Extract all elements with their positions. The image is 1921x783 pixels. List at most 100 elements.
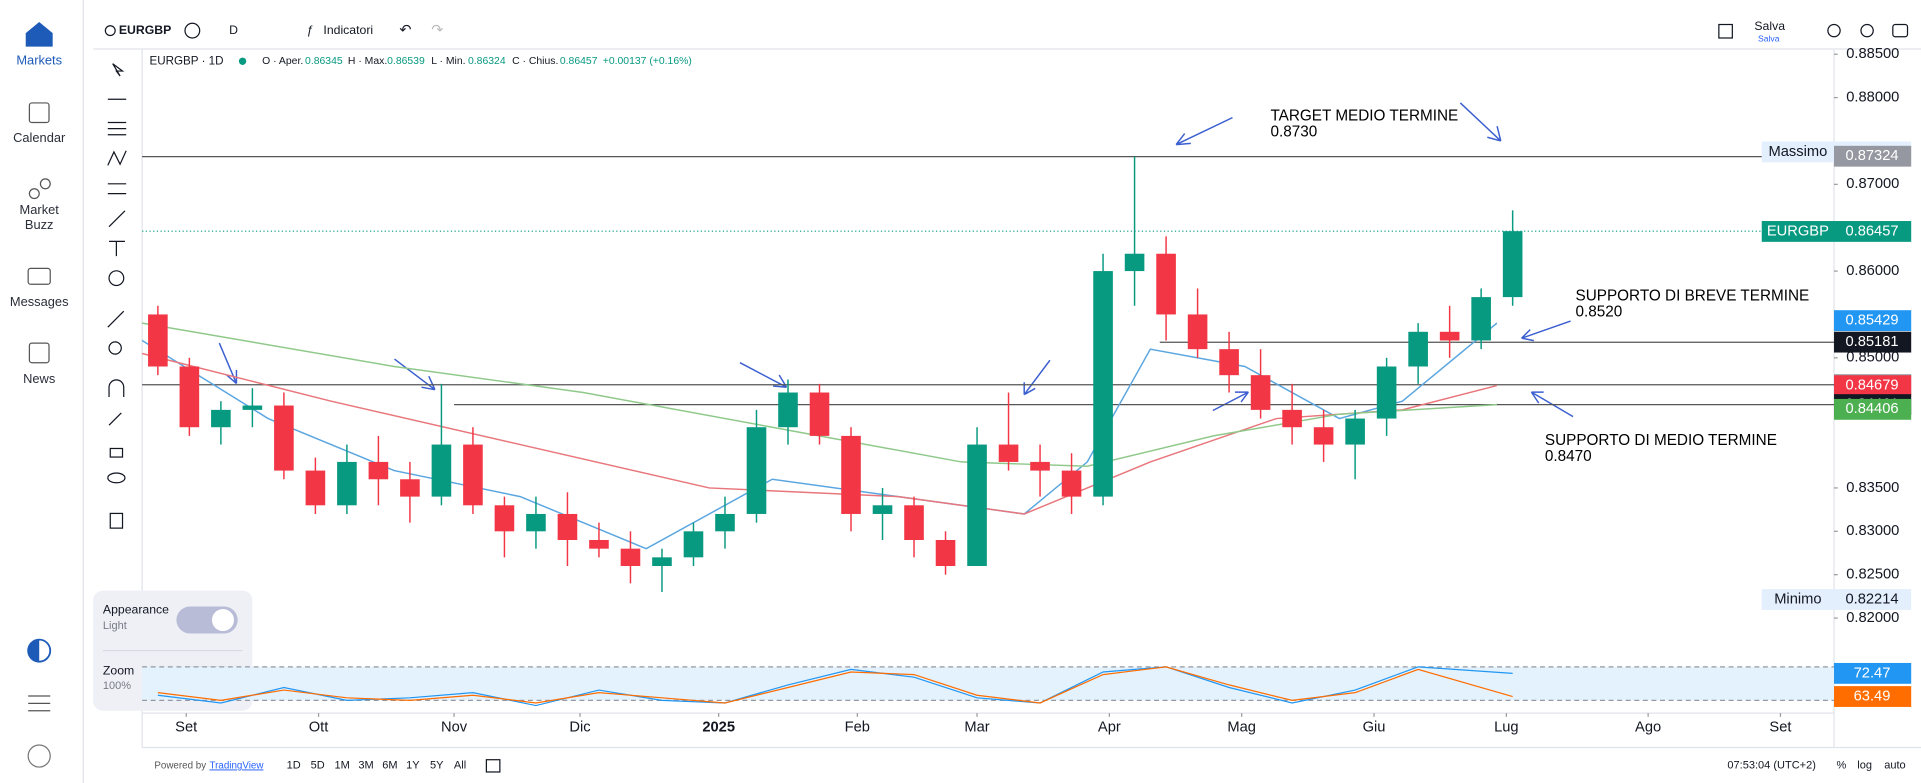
candle-body bbox=[1219, 349, 1239, 376]
candle-body bbox=[778, 392, 798, 428]
candle-body bbox=[557, 513, 578, 540]
log-toggle[interactable]: log bbox=[1857, 760, 1872, 772]
tool-brush[interactable] bbox=[108, 210, 126, 228]
pct-toggle[interactable]: % bbox=[1836, 760, 1846, 772]
candle-body bbox=[494, 505, 515, 532]
tool-fib[interactable] bbox=[107, 121, 127, 136]
range-buttons: 1D 5D 1M 3M 6M 1Y 5Y All bbox=[287, 760, 466, 772]
candle-body bbox=[305, 470, 326, 506]
price-label: 0.82214 bbox=[1845, 591, 1898, 607]
price-label: 0.87324 bbox=[1845, 148, 1898, 164]
nav-buzz[interactable]: Buzz bbox=[25, 217, 54, 232]
save[interactable]: Salva bbox=[1754, 19, 1785, 33]
home-icon[interactable] bbox=[25, 22, 53, 47]
range-button[interactable]: 1D bbox=[287, 760, 301, 772]
appearance-value: Light bbox=[103, 620, 127, 632]
zoom-icon[interactable] bbox=[1827, 23, 1841, 38]
candle-body bbox=[967, 444, 987, 567]
range-button[interactable]: 3M bbox=[358, 760, 373, 772]
sidebar-bg bbox=[0, 0, 84, 783]
candle-body bbox=[904, 505, 924, 540]
messages-icon[interactable] bbox=[27, 267, 51, 285]
x-tick-label: Ott bbox=[309, 720, 329, 736]
x-tick-label: Nov bbox=[441, 720, 468, 736]
buzz-icon[interactable] bbox=[28, 188, 40, 200]
y-tick-label: 0.82500 bbox=[1846, 567, 1899, 583]
symbol[interactable]: EURGBP bbox=[119, 23, 171, 37]
price-badge bbox=[1834, 589, 1912, 610]
nav-calendar[interactable]: Calendar bbox=[13, 130, 66, 145]
tool-cursor[interactable] bbox=[112, 63, 125, 77]
tool-lock[interactable] bbox=[109, 447, 124, 458]
auto-toggle[interactable]: auto bbox=[1884, 760, 1905, 772]
y-tick-label: 0.85000 bbox=[1846, 350, 1899, 366]
nav-news[interactable]: News bbox=[23, 371, 55, 386]
legend-o: O · Aper. bbox=[262, 56, 303, 67]
tool-forecast[interactable] bbox=[107, 183, 127, 195]
price-name: Minimo bbox=[1774, 591, 1821, 607]
tool-emoji[interactable] bbox=[108, 270, 125, 287]
draw-tools bbox=[107, 63, 127, 529]
tool-eye[interactable] bbox=[107, 472, 126, 484]
price-label: 0.85181 bbox=[1845, 334, 1898, 350]
osc-value-badge bbox=[1834, 686, 1912, 707]
nav-buzz[interactable]: Market bbox=[20, 202, 60, 217]
candle-body bbox=[368, 461, 389, 480]
candle-body bbox=[179, 366, 200, 428]
nav-markets[interactable]: Markets bbox=[16, 53, 62, 68]
buzz-icon bbox=[39, 178, 51, 190]
range-button[interactable]: All bbox=[454, 760, 466, 772]
legend-c: C · Chius. bbox=[512, 56, 558, 67]
candle-body bbox=[1502, 231, 1523, 298]
add-icon[interactable] bbox=[184, 22, 201, 39]
search-icon[interactable] bbox=[104, 25, 116, 37]
candle-body bbox=[1471, 297, 1491, 341]
tool-zoom[interactable] bbox=[108, 341, 122, 355]
legend-title: EURGBP · 1D bbox=[149, 54, 223, 67]
annotation: SUPPORTO DI BREVE TERMINE bbox=[1576, 288, 1810, 305]
x-tick-label: Feb bbox=[845, 720, 870, 736]
settings-icon[interactable] bbox=[1860, 23, 1874, 38]
candle-body bbox=[1124, 253, 1145, 272]
range-button[interactable]: 1M bbox=[334, 760, 349, 772]
candle-body bbox=[463, 444, 483, 506]
tool-ruler[interactable] bbox=[107, 310, 125, 328]
settings-icon[interactable] bbox=[28, 695, 51, 712]
calendar-icon[interactable] bbox=[28, 102, 50, 124]
layout-icon[interactable] bbox=[1718, 23, 1733, 39]
help-icon[interactable] bbox=[27, 744, 51, 768]
camera-icon[interactable] bbox=[1892, 23, 1909, 38]
legend-h: H · Max. bbox=[348, 56, 387, 67]
interval[interactable]: D bbox=[229, 23, 238, 37]
news-icon[interactable] bbox=[28, 342, 50, 364]
brand[interactable]: TradingView bbox=[209, 760, 264, 771]
range-button[interactable]: 1Y bbox=[406, 760, 420, 772]
tool-pattern[interactable] bbox=[107, 150, 127, 166]
price-badge bbox=[1834, 375, 1912, 397]
osc-value-label: 63.49 bbox=[1854, 688, 1891, 704]
candle-body bbox=[274, 405, 294, 471]
tool-magnet[interactable] bbox=[108, 379, 125, 398]
price-name: EURGBP bbox=[1767, 223, 1829, 239]
legend: EURGBP · 1D O · Aper. 0.86345 H · Max. 0… bbox=[149, 54, 691, 67]
range-button[interactable]: 5Y bbox=[430, 760, 444, 772]
candle-body bbox=[652, 557, 672, 567]
osc-line bbox=[157, 666, 1513, 704]
nav-messages[interactable]: Messages bbox=[10, 294, 69, 309]
range-button[interactable]: 6M bbox=[382, 760, 397, 772]
range-button[interactable]: 5D bbox=[311, 760, 325, 772]
tool-trash[interactable] bbox=[109, 512, 124, 529]
price-name: Massimo bbox=[1768, 144, 1827, 160]
tool-text[interactable] bbox=[109, 240, 125, 257]
arrows bbox=[218, 102, 1574, 418]
price-badge bbox=[1834, 331, 1912, 353]
date-range-icon[interactable] bbox=[485, 759, 501, 773]
price-badge bbox=[1834, 145, 1912, 167]
candle-body bbox=[1061, 470, 1082, 497]
candle-body bbox=[872, 505, 893, 514]
tool-lock-draw[interactable] bbox=[108, 412, 122, 426]
annotation: 0.8520 bbox=[1576, 304, 1623, 321]
candle-body bbox=[1313, 427, 1334, 445]
indicators[interactable]: Indicatori bbox=[323, 23, 373, 37]
